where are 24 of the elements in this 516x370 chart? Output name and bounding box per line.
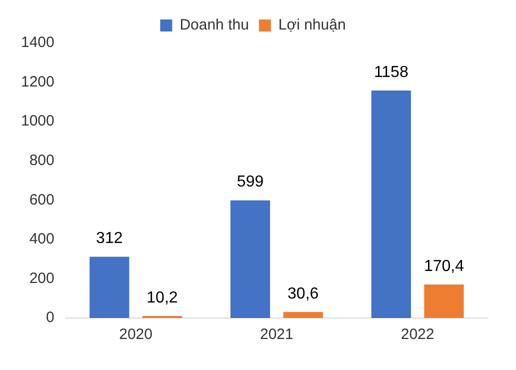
x-tick-label: 2021 xyxy=(260,326,294,344)
data-label: 312 xyxy=(96,230,123,248)
bar xyxy=(90,256,130,318)
data-label: 170,4 xyxy=(424,258,464,275)
y-tick-label: 600 xyxy=(29,191,54,208)
y-tick-label: 0 xyxy=(46,309,54,326)
x-tick-label: 2020 xyxy=(119,326,152,344)
x-tick-label: 2022 xyxy=(400,326,434,344)
data-label: 1158 xyxy=(374,64,408,81)
legend-label: Doanh thu xyxy=(180,16,249,34)
legend-label: Lợi nhuận xyxy=(278,16,346,34)
bar xyxy=(371,90,411,318)
data-label: 599 xyxy=(236,174,264,191)
data-label: 10,2 xyxy=(146,289,178,306)
bar xyxy=(230,200,270,318)
data-label: 30,6 xyxy=(288,285,319,302)
bar xyxy=(283,312,323,318)
y-tick-label: 400 xyxy=(29,230,54,248)
y-tick-label: 200 xyxy=(29,270,54,287)
y-tick-label: 1200 xyxy=(20,73,54,90)
y-tick-label: 800 xyxy=(29,152,54,169)
y-tick-label: 1000 xyxy=(20,112,54,130)
bar xyxy=(424,284,464,318)
y-tick-label: 1400 xyxy=(20,34,54,52)
